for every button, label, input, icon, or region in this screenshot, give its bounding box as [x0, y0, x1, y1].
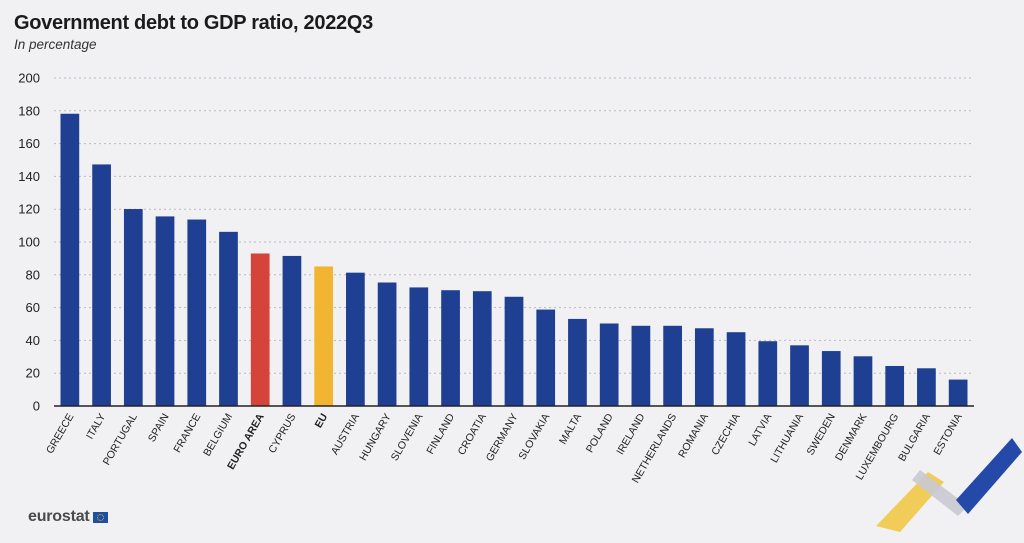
bar-lithuania: [790, 345, 809, 406]
bar-austria: [346, 272, 365, 406]
bar-poland: [599, 323, 619, 406]
x-tick-label: CYPRUS: [266, 412, 298, 456]
y-tick-label: 20: [26, 366, 40, 381]
x-tick-label: HUNGARY: [357, 412, 394, 463]
bar-finland: [441, 290, 460, 406]
x-tick-label: BELGIUM: [201, 412, 235, 459]
y-tick-label: 200: [18, 71, 40, 86]
bar-spain: [155, 216, 175, 406]
x-tick-label: ITALY: [84, 412, 108, 442]
bar-portugal: [123, 209, 143, 406]
bar-slovakia: [536, 309, 556, 406]
bar-layer: [60, 113, 968, 406]
grey-ribbon-shape: [912, 470, 968, 516]
y-tick-label: 40: [26, 333, 40, 348]
x-tick-label: DENMARK: [833, 412, 870, 463]
y-tick-label: 100: [18, 235, 40, 250]
bar-czechia: [726, 332, 746, 406]
bar-croatia: [472, 291, 492, 406]
logo-text: eurostat: [28, 508, 90, 525]
bar-luxembourg: [885, 365, 905, 406]
eu-flag-icon: [92, 511, 108, 523]
y-tick-label: 140: [18, 169, 40, 184]
bar-slovenia: [409, 287, 429, 406]
chart-subtitle: In percentage: [14, 37, 97, 52]
x-tick-label: POLAND: [584, 411, 616, 455]
bar-latvia: [758, 341, 778, 406]
bar-euro-area: [250, 253, 270, 406]
bar-bulgaria: [917, 368, 936, 406]
x-tick-label: IRELAND: [614, 411, 647, 457]
bar-greece: [60, 113, 80, 406]
y-tick-label: 120: [18, 202, 40, 217]
decoration-layer: [876, 438, 1022, 532]
bar-ireland: [631, 325, 651, 406]
bar-eu: [314, 266, 334, 406]
x-tick-label: SPAIN: [146, 412, 172, 445]
x-tick-label: LATVIA: [746, 412, 774, 449]
x-tick-label: SWEDEN: [804, 412, 837, 458]
x-tick-label: FRANCE: [171, 412, 203, 455]
bar-sweden: [821, 351, 841, 406]
x-tick-label: AUSTRIA: [329, 412, 362, 457]
bar-denmark: [853, 356, 873, 406]
y-tick-label: 80: [26, 267, 40, 282]
eurostat-logo: eurostat: [28, 508, 108, 526]
y-tick-label: 160: [18, 136, 40, 151]
x-tick-label: GREECE: [44, 412, 77, 456]
x-tick-label: ESTONIA: [931, 412, 964, 458]
x-tick-label: EU: [313, 412, 331, 431]
x-tick-label: SLOVAKIA: [516, 412, 552, 462]
chart-title: Government debt to GDP ratio, 2022Q3: [14, 12, 373, 34]
bar-belgium: [219, 231, 238, 406]
y-tick-label: 0: [33, 399, 40, 414]
bar-cyprus: [282, 255, 302, 406]
x-tick-label: BULGARIA: [896, 412, 933, 464]
x-tick-label: GERMANY: [484, 412, 521, 464]
bar-romania: [694, 328, 714, 406]
bar-italy: [92, 164, 111, 406]
bar-malta: [568, 318, 587, 406]
x-tick-label: SLOVENIA: [389, 412, 426, 463]
x-tick-label: ROMANIA: [676, 412, 711, 460]
y-tick-label: 180: [18, 103, 40, 118]
x-tick-label: CZECHIA: [709, 412, 742, 458]
x-tick-label: CROATIA: [456, 412, 489, 458]
bar-hungary: [377, 282, 397, 406]
bar-france: [187, 219, 207, 406]
bar-germany: [504, 296, 524, 406]
x-tick-label: LITHUANIA: [768, 412, 806, 465]
bar-estonia: [948, 379, 968, 406]
x-tick-label: MALTA: [557, 412, 584, 447]
blue-ribbon-shape: [956, 438, 1022, 514]
bar-netherlands: [663, 325, 682, 406]
y-tick-label: 60: [26, 300, 40, 315]
x-tick-label: FINLAND: [424, 411, 457, 456]
